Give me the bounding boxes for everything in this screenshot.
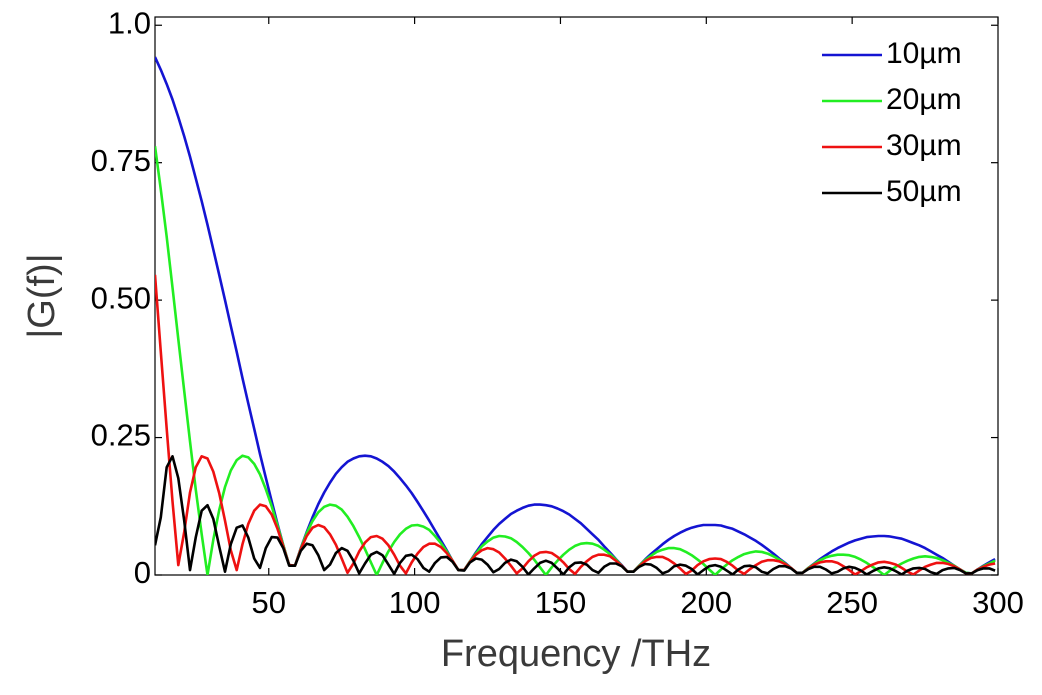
legend-label: 50µm <box>886 175 962 208</box>
series-line <box>155 455 996 575</box>
y-tick-label: 0.25 <box>91 418 151 453</box>
x-tick-label: 300 <box>972 585 1024 620</box>
legend-label: 30µm <box>886 129 962 162</box>
y-axis-label: |G(f)| <box>21 253 63 338</box>
x-tick-label: 250 <box>826 585 878 620</box>
y-tick-label: 0.50 <box>91 280 151 315</box>
plot-frame <box>154 16 999 576</box>
x-tick-label: 200 <box>680 585 732 620</box>
x-tick-label: 100 <box>389 585 441 620</box>
series-line <box>155 56 996 575</box>
y-tick-label: 0.75 <box>91 143 151 178</box>
y-tick-label: 0 <box>134 555 151 590</box>
legend-label: 10µm <box>886 37 962 70</box>
y-tick-label: 1.0 <box>108 5 151 40</box>
x-tick-label: 50 <box>252 585 286 620</box>
legend-label: 20µm <box>886 83 962 116</box>
x-axis-label: Frequency /THz <box>441 633 711 675</box>
x-tick-label: 150 <box>535 585 587 620</box>
series-line <box>155 146 996 575</box>
series-line <box>155 274 996 575</box>
